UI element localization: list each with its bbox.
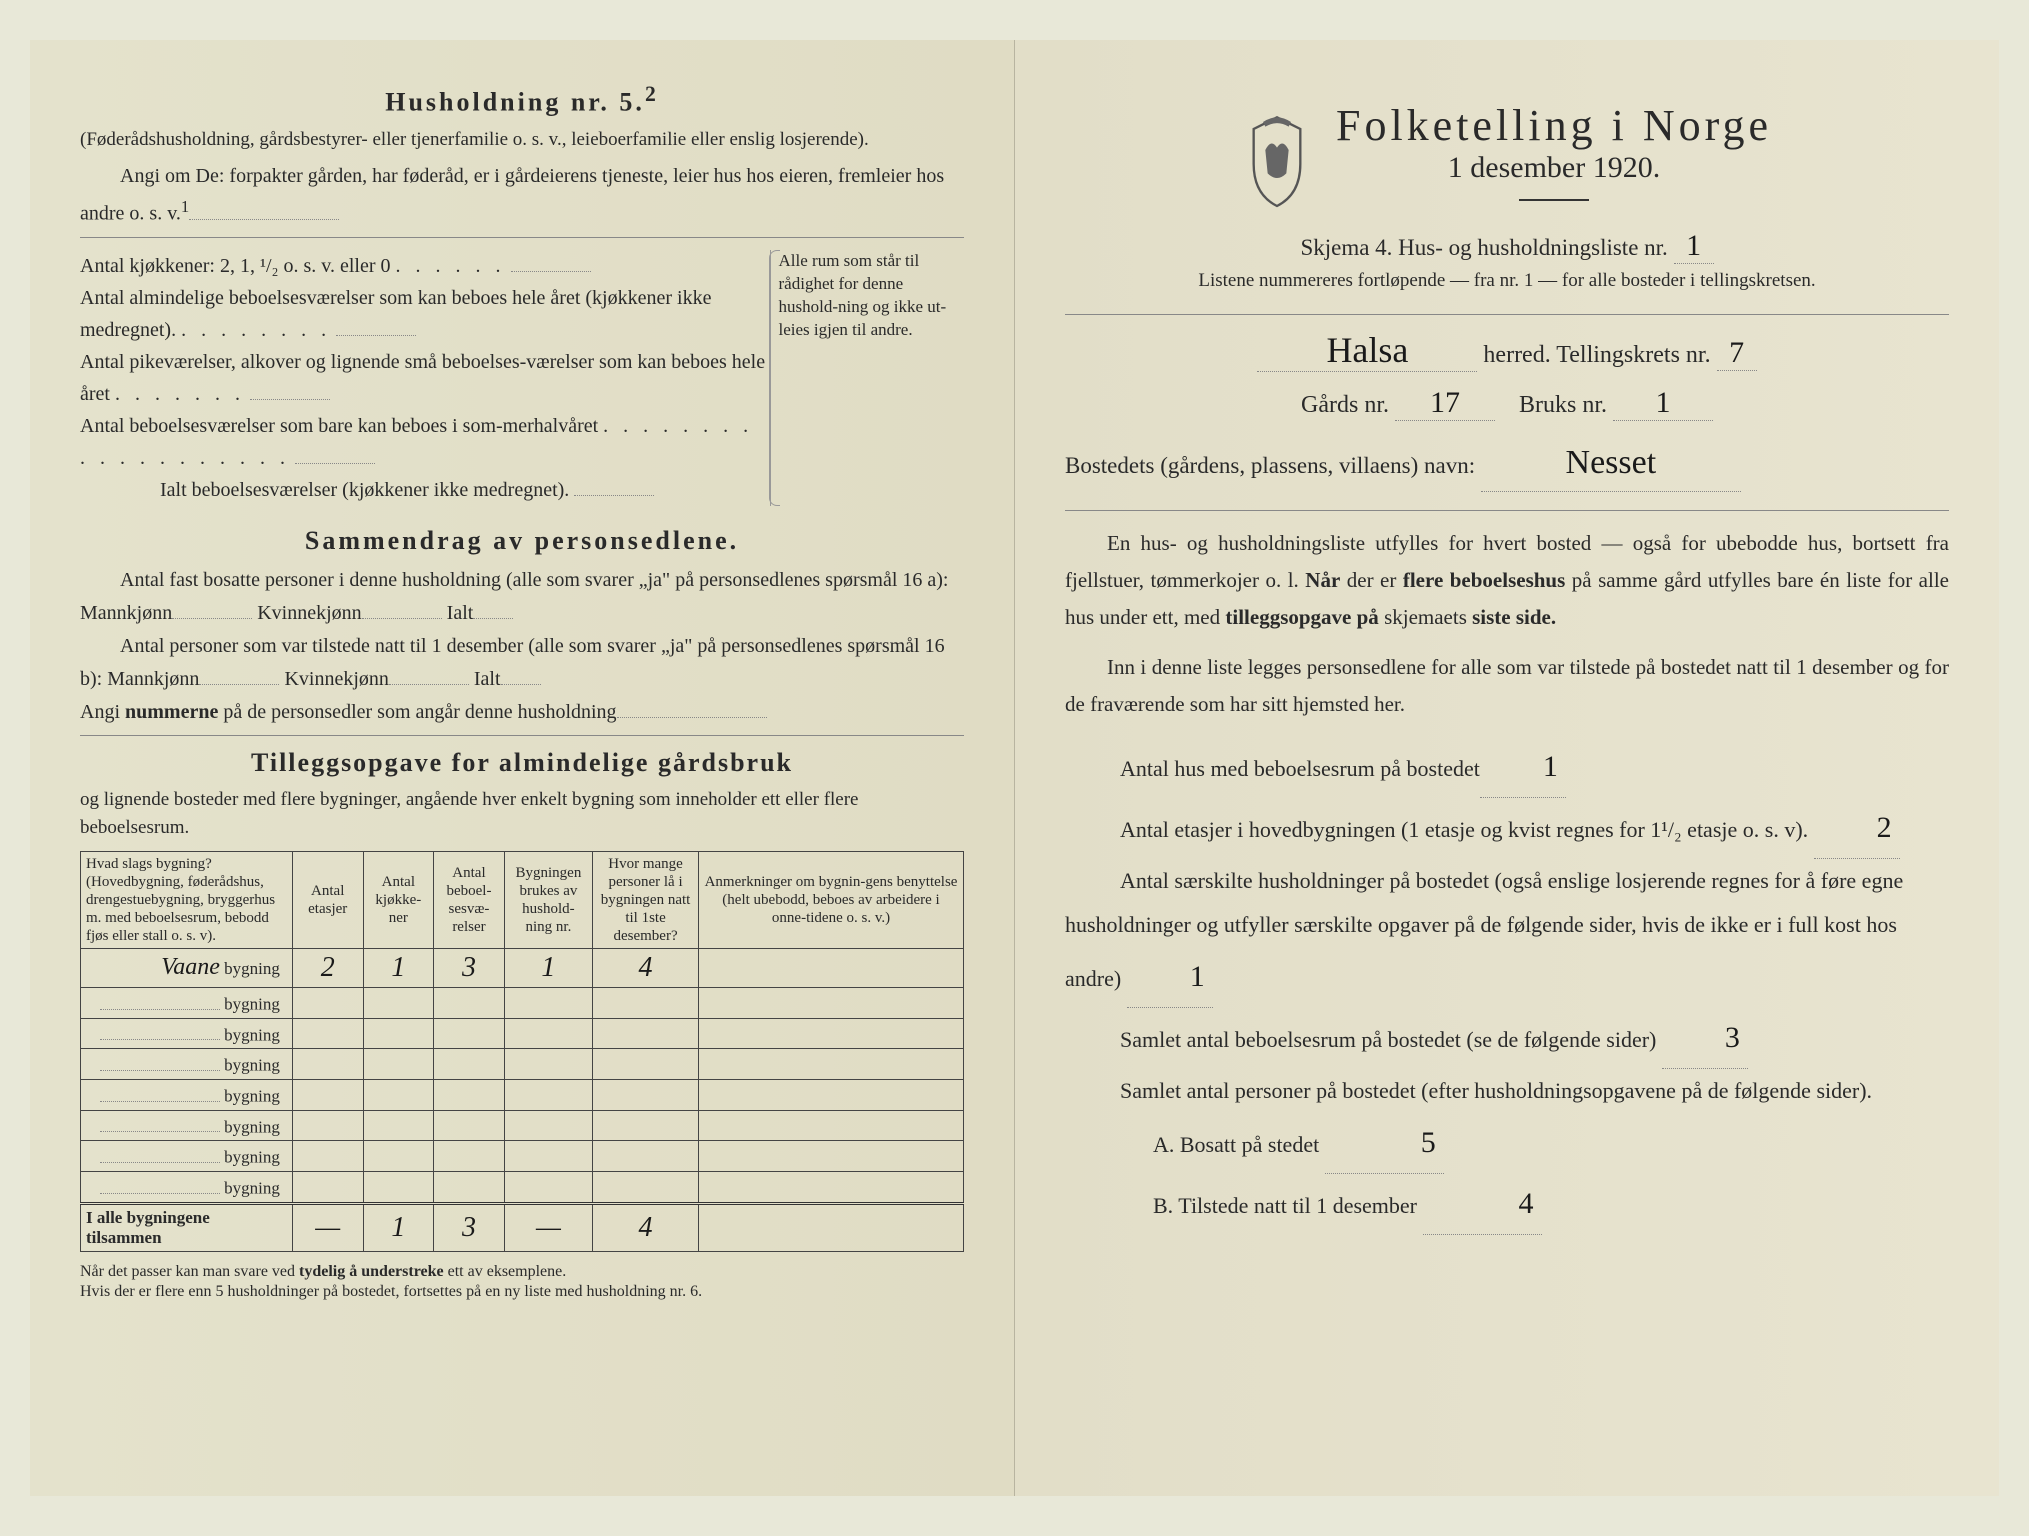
title-block: Folketelling i Norge 1 desember 1920. bbox=[1336, 100, 1772, 219]
table-row: bygning bbox=[81, 1079, 964, 1110]
herred-line: Halsa herred. Tellingskrets nr. 7 bbox=[1065, 329, 1949, 372]
para-1: En hus- og husholdningsliste utfylles fo… bbox=[1065, 525, 1949, 635]
sammendrag-b: Antal personer som var tilstede natt til… bbox=[80, 630, 964, 696]
stat-beboelsesrum: Samlet antal beboelsesrum på bostedet (s… bbox=[1065, 1008, 1949, 1069]
cell-blank: bygning bbox=[81, 1110, 293, 1141]
stat-hus: Antal hus med beboelsesrum på bostedet1 bbox=[1065, 737, 1949, 798]
note-5: (Føderådshusholdning, gårdsbestyrer- ell… bbox=[80, 126, 964, 155]
rooms-c: Antal beboelsesværelser som bare kan beb… bbox=[80, 410, 770, 474]
cell-kjokkener: 1 bbox=[363, 948, 434, 987]
tillegg-sub: og lignende bosteder med flere bygninger… bbox=[80, 786, 964, 843]
stat-etasjer-value: 2 bbox=[1814, 798, 1900, 859]
krets-value: 7 bbox=[1717, 336, 1757, 371]
col-personer: Hvor mange personer lå i bygningen natt … bbox=[593, 851, 699, 948]
divider-r1 bbox=[1065, 314, 1949, 315]
title-rule bbox=[1519, 199, 1589, 201]
divider-2 bbox=[80, 735, 964, 736]
cell-blank: bygning bbox=[81, 987, 293, 1018]
col-etasjer: Antal etasjer bbox=[292, 851, 363, 948]
table-header-row: Hvad slags bygning? (Hovedbygning, føder… bbox=[81, 851, 964, 948]
stat-hushold: Antal særskilte husholdninger på bostede… bbox=[1065, 859, 1949, 1008]
angi-nummer: Angi nummerne på de personsedler som ang… bbox=[80, 696, 964, 729]
list-nr-value: 1 bbox=[1674, 229, 1714, 264]
rooms-a: Antal almindelige beboelsesværelser som … bbox=[80, 282, 770, 346]
stat-etasjer: Antal etasjer i hovedbygningen (1 etasje… bbox=[1065, 798, 1949, 859]
table-row: bygning bbox=[81, 1171, 964, 1203]
gards-line: Gårds nr. 17 Bruks nr. 1 bbox=[1065, 386, 1949, 421]
cell-blank: bygning bbox=[81, 1141, 293, 1172]
cell-blank: bygning bbox=[81, 1018, 293, 1049]
stat-bebo-value: 3 bbox=[1662, 1008, 1748, 1069]
rooms-b: Antal pikeværelser, alkover og lignende … bbox=[80, 346, 770, 410]
col-hvadslags: Hvad slags bygning? (Hovedbygning, føder… bbox=[81, 851, 293, 948]
sum-pers: 4 bbox=[593, 1203, 699, 1251]
cell-pers: 4 bbox=[593, 948, 699, 987]
col-hushold: Bygningen brukes av hushold-ning nr. bbox=[504, 851, 592, 948]
col-beboelser: Antal beboel-sesvæ-relser bbox=[434, 851, 505, 948]
rooms-left: Antal kjøkkener: 2, 1, ¹/₂ o. s. v. elle… bbox=[80, 250, 770, 506]
footnote: Når det passer kan man svare ved tydelig… bbox=[80, 1262, 964, 1304]
stat-tilstede: B. Tilstede natt til 1 desember 4 bbox=[1065, 1174, 1949, 1235]
bosted-value: Nesset bbox=[1481, 435, 1741, 492]
skjema-line: Skjema 4. Hus- og husholdningsliste nr. … bbox=[1065, 229, 1949, 264]
bruks-value: 1 bbox=[1613, 386, 1713, 421]
heading-husholdning-5: Husholdning nr. 5.2 bbox=[80, 82, 964, 118]
sum-bebo: 3 bbox=[434, 1203, 505, 1251]
cell-bebo: 3 bbox=[434, 948, 505, 987]
rooms-total: Ialt beboelsesværelser (kjøkkener ikke m… bbox=[80, 474, 770, 506]
main-title: Folketelling i Norge bbox=[1336, 100, 1772, 151]
divider bbox=[80, 237, 964, 238]
herred-value: Halsa bbox=[1257, 329, 1477, 372]
table-row: Vaane bygning21314 bbox=[81, 948, 964, 987]
table-row: bygning bbox=[81, 1049, 964, 1080]
cell-blank: bygning bbox=[81, 1171, 293, 1203]
col-kjokkener: Antal kjøkke-ner bbox=[363, 851, 434, 948]
kitchens-line: Antal kjøkkener: 2, 1, ¹/₂ o. s. v. elle… bbox=[80, 250, 770, 282]
cell-blank: bygning bbox=[81, 1049, 293, 1080]
table-sum-row: I alle bygningene tilsammen—13—4 bbox=[81, 1203, 964, 1251]
sammendrag-a: Antal fast bosatte personer i denne hush… bbox=[80, 564, 964, 630]
para-2: Inn i denne liste legges personsedlene f… bbox=[1065, 649, 1949, 723]
cell-etasjer: 2 bbox=[292, 948, 363, 987]
table-row: bygning bbox=[81, 1141, 964, 1172]
bosted-line: Bostedets (gårdens, plassens, villaens) … bbox=[1065, 435, 1949, 492]
sammendrag-title: Sammendrag av personsedlene. bbox=[80, 526, 964, 556]
header: Folketelling i Norge 1 desember 1920. bbox=[1065, 100, 1949, 219]
cell-anmerk bbox=[699, 948, 964, 987]
stat-bosatt-value: 5 bbox=[1325, 1113, 1444, 1174]
right-page: Folketelling i Norge 1 desember 1920. Sk… bbox=[1015, 40, 1999, 1496]
stat-bosatt: A. Bosatt på stedet 5 bbox=[1065, 1113, 1949, 1174]
gards-value: 17 bbox=[1395, 386, 1495, 421]
cell-bygning-name: Vaane bygning bbox=[81, 948, 293, 987]
angi-line: Angi om De: forpakter gården, har føderå… bbox=[80, 160, 964, 231]
sum-hush: — bbox=[504, 1203, 592, 1251]
sum-etasjer: — bbox=[292, 1203, 363, 1251]
coat-of-arms-icon bbox=[1242, 115, 1312, 205]
listene-note: Listene nummereres fortløpende — fra nr.… bbox=[1065, 270, 1949, 292]
cell-blank: bygning bbox=[81, 1079, 293, 1110]
divider-r2 bbox=[1065, 510, 1949, 511]
table-row: bygning bbox=[81, 1018, 964, 1049]
tillegg-title: Tilleggsopgave for almindelige gårdsbruk bbox=[80, 748, 964, 778]
stat-hus-value: 1 bbox=[1480, 737, 1566, 798]
rooms-section: Antal kjøkkener: 2, 1, ¹/₂ o. s. v. elle… bbox=[80, 250, 964, 506]
main-date: 1 desember 1920. bbox=[1336, 151, 1772, 185]
stat-personer-label: Samlet antal personer på bostedet (efter… bbox=[1065, 1069, 1949, 1113]
col-anmerk: Anmerkninger om bygnin-gens benyttelse (… bbox=[699, 851, 964, 948]
stat-hushold-value: 1 bbox=[1127, 947, 1213, 1008]
table-row: bygning bbox=[81, 987, 964, 1018]
sum-label: I alle bygningene tilsammen bbox=[81, 1203, 293, 1251]
left-page: Husholdning nr. 5.2 (Føderådshusholdning… bbox=[30, 40, 1015, 1496]
rooms-side-note: Alle rum som står til rådighet for denne… bbox=[770, 250, 964, 506]
cell-hush: 1 bbox=[504, 948, 592, 987]
sum-kjokkener: 1 bbox=[363, 1203, 434, 1251]
stat-tilstede-value: 4 bbox=[1423, 1174, 1542, 1235]
table-row: bygning bbox=[81, 1110, 964, 1141]
bygning-table: Hvad slags bygning? (Hovedbygning, føder… bbox=[80, 851, 964, 1252]
